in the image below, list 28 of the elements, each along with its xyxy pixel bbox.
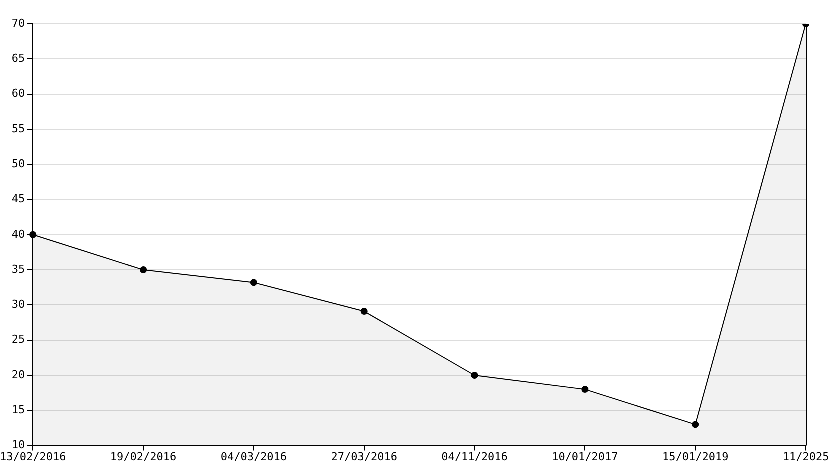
x-tick-label: 19/02/2016	[110, 450, 177, 464]
x-tick-label: 15/01/2019	[662, 450, 729, 464]
point	[30, 231, 37, 238]
point	[360, 308, 368, 316]
x-tick-label: 27/03/2016	[331, 450, 398, 464]
point	[692, 421, 700, 428]
y-tick-label: 35	[12, 262, 26, 276]
point	[140, 266, 148, 274]
y-tick-label: 65	[12, 52, 26, 66]
x-tick-label: 10/01/2017	[552, 450, 618, 464]
y-tick-label: 70	[12, 16, 26, 30]
x-tick-label: 13/02/2016	[0, 450, 66, 464]
point	[471, 372, 478, 379]
point	[250, 279, 258, 286]
y-tick-label: 50	[12, 157, 26, 170]
x-tick-label: 04/11/2016	[442, 450, 508, 464]
y-tick-label: 40	[12, 228, 26, 241]
y-tick-label: 55	[12, 122, 26, 136]
y-tick-label: 20	[12, 368, 26, 382]
y-tick-label: 10	[12, 438, 26, 452]
y-tick-label: 30	[12, 298, 26, 312]
point	[582, 386, 589, 394]
x-tick-label: 11/2025	[782, 450, 830, 464]
y-tick-label: 25	[12, 333, 26, 346]
x-tick-label: 04/03/2016	[220, 450, 288, 464]
y-tick-label: 60	[12, 87, 26, 100]
y-tick-label: 15	[12, 404, 26, 417]
y-tick-label: 45	[12, 192, 26, 206]
